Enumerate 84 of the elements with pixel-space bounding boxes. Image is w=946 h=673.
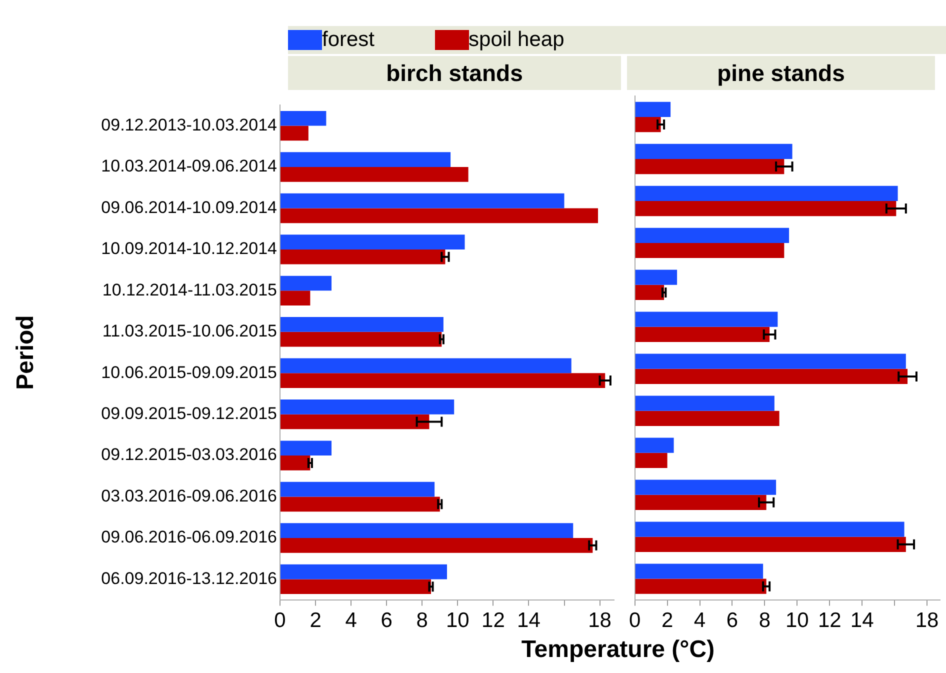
bar [280, 110, 326, 126]
bar [635, 354, 906, 369]
bar [635, 116, 661, 132]
y-tick-label: 09.12.2013-10.03.2014 [101, 115, 277, 134]
x-tick-label: 18 [588, 609, 612, 632]
bar [280, 440, 332, 456]
bar [635, 200, 896, 216]
y-tick-label: 10.06.2015-09.09.2015 [101, 362, 277, 382]
bar [280, 414, 430, 430]
bar [635, 480, 776, 495]
y-tick-label: 03.03.2016-09.06.2016 [101, 486, 277, 506]
bar [635, 494, 766, 510]
bar [280, 358, 572, 374]
x-tick-label: 14 [850, 609, 874, 632]
x-tick-label: 10 [785, 609, 809, 632]
bar [280, 523, 574, 538]
y-tick-label: 06.09.2016-13.12.2016 [101, 568, 277, 588]
bar [635, 368, 908, 384]
y-tick-label: 09.06.2014-10.09.2014 [101, 198, 277, 217]
bar [280, 249, 446, 264]
bar [280, 456, 310, 470]
bar [280, 276, 332, 291]
bar [635, 522, 904, 537]
bar [635, 438, 674, 453]
bar [280, 564, 447, 580]
legend-label: spoil heap [468, 28, 564, 52]
x-tick-label: 6 [726, 609, 738, 632]
bar [280, 167, 468, 182]
bar [280, 126, 308, 141]
bar [280, 290, 310, 306]
y-tick-label: 09.12.2015-03.03.2016 [101, 445, 277, 464]
x-tick-label: 18 [915, 609, 939, 632]
y-tick-label: 11.03.2015-10.06.2015 [102, 322, 277, 341]
bar [635, 186, 898, 201]
bar [280, 317, 444, 332]
x-tick-label: 12 [482, 609, 505, 632]
y-tick-label: 10.12.2014-11.03.2015 [102, 280, 277, 300]
bar [635, 102, 671, 117]
x-tick-label: 12 [818, 609, 842, 632]
y-tick-label: 09.09.2015-09.12.2015 [101, 404, 277, 424]
bar [280, 373, 606, 388]
x-tick-label: 4 [345, 609, 358, 632]
legend-label: forest [322, 28, 375, 52]
bar [280, 234, 465, 250]
y-tick-label: 09.06.2016-06.09.2016 [101, 528, 277, 547]
bar [635, 578, 766, 594]
bar [280, 152, 451, 168]
bar [635, 536, 906, 552]
bar [280, 193, 564, 208]
y-tick-label: 10.03.2014-09.06.2014 [101, 156, 277, 176]
bar [635, 396, 774, 411]
bar [635, 326, 770, 342]
bar [635, 410, 780, 426]
bar [635, 270, 678, 285]
x-tick-label: 0 [628, 609, 641, 632]
bar [280, 496, 440, 512]
x-tick-label: 4 [694, 609, 706, 632]
bar [280, 332, 442, 347]
bar [635, 158, 784, 174]
x-tick-label: 8 [758, 609, 771, 632]
bar [280, 482, 435, 497]
x-tick-label: 2 [661, 609, 674, 632]
chart-title: birch stands [288, 56, 621, 90]
y-tick-label: 10.09.2014-10.12.2014 [101, 239, 277, 258]
bar [635, 312, 778, 327]
bar [635, 228, 790, 243]
bar [635, 284, 664, 300]
bar [635, 452, 668, 468]
x-tick-label: 6 [380, 609, 392, 632]
chart-title: pine stands [627, 56, 935, 90]
x-tick-label: 2 [310, 609, 322, 632]
x-tick-label: 0 [274, 609, 286, 632]
bar [635, 144, 792, 159]
y-axis-title: Period [12, 315, 40, 390]
x-tick-label: 14 [517, 609, 541, 632]
bar [280, 579, 432, 594]
bar [635, 564, 764, 579]
bar [280, 538, 593, 553]
bar [280, 399, 454, 414]
x-axis-title: Temperature (°C) [520, 636, 716, 664]
bar [280, 208, 598, 224]
x-tick-label: 8 [416, 609, 428, 632]
bar [635, 242, 784, 258]
x-tick-label: 10 [446, 609, 470, 632]
